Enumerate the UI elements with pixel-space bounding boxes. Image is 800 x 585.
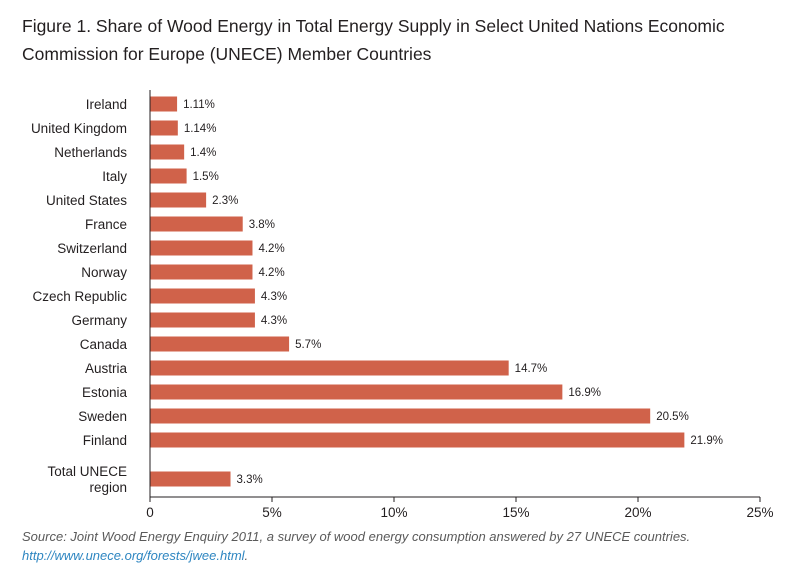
bar: [150, 432, 685, 448]
bar: [150, 312, 255, 328]
bar: [150, 240, 253, 256]
category-label: United Kingdom: [31, 121, 127, 136]
category-label: France: [85, 217, 127, 232]
bar: [150, 120, 178, 136]
data-label: 3.8%: [249, 219, 275, 231]
bar: [150, 408, 651, 424]
data-label: 5.7%: [295, 339, 321, 351]
category-label-line: region: [89, 480, 127, 495]
bar: [150, 216, 243, 232]
category-label: Sweden: [78, 409, 127, 424]
data-label: 1.11%: [183, 99, 215, 111]
category-label: Italy: [102, 169, 127, 184]
source-note: Source: Joint Wood Energy Enquiry 2011, …: [22, 527, 782, 565]
data-label: 4.3%: [261, 291, 287, 303]
data-label: 4.3%: [261, 315, 287, 327]
category-label: United States: [46, 193, 127, 208]
chart-title: Figure 1. Share of Wood Energy in Total …: [22, 16, 725, 64]
category-label-line: Total UNECE: [47, 464, 127, 479]
bar: [150, 192, 207, 208]
data-label: 16.9%: [568, 387, 601, 399]
category-label: Switzerland: [57, 241, 127, 256]
data-label: 1.5%: [193, 171, 219, 183]
category-label: Germany: [71, 313, 127, 328]
bar-chart: 1.11% Ireland 1.14% United Kingdom 1.4% Nethe…: [31, 90, 774, 520]
bar: [150, 360, 509, 376]
data-label: 1.4%: [190, 147, 216, 159]
x-tick-label: 5%: [262, 505, 282, 520]
bar: [150, 264, 253, 280]
x-tick-label: 20%: [624, 505, 651, 520]
category-label: Norway: [81, 265, 127, 280]
bar: [150, 288, 255, 304]
x-tick-label: 25%: [746, 505, 773, 520]
category-label: Netherlands: [54, 145, 127, 160]
data-label: 20.5%: [656, 411, 689, 423]
category-label: Canada: [80, 337, 128, 352]
bar: [150, 144, 185, 160]
data-label: 21.9%: [690, 435, 723, 447]
data-label: 4.2%: [258, 243, 284, 255]
data-label: 4.2%: [258, 267, 284, 279]
x-tick-label: 15%: [502, 505, 529, 520]
source-link[interactable]: http://www.unece.org/forests/jwee.html: [22, 548, 245, 563]
source-text: Source: Joint Wood Energy Enquiry 2011, …: [22, 529, 691, 544]
category-label: Czech Republic: [32, 289, 127, 304]
data-label: 2.3%: [212, 195, 238, 207]
bar: [150, 168, 187, 184]
x-tick-label: 0: [146, 505, 154, 520]
bar: [150, 384, 563, 400]
data-label: 1.14%: [184, 123, 217, 135]
category-label: Finland: [83, 433, 127, 448]
data-label: 14.7%: [515, 363, 548, 375]
bar: [150, 336, 290, 352]
bar: [150, 96, 178, 112]
bar: [150, 471, 231, 487]
category-label: Estonia: [82, 385, 128, 400]
source-link-suffix: .: [244, 548, 249, 563]
category-label: Austria: [85, 361, 128, 376]
data-label: 3.3%: [237, 474, 263, 486]
category-label: Ireland: [86, 97, 127, 112]
x-tick-label: 10%: [380, 505, 407, 520]
category-label: Total UNECE region: [47, 464, 127, 495]
